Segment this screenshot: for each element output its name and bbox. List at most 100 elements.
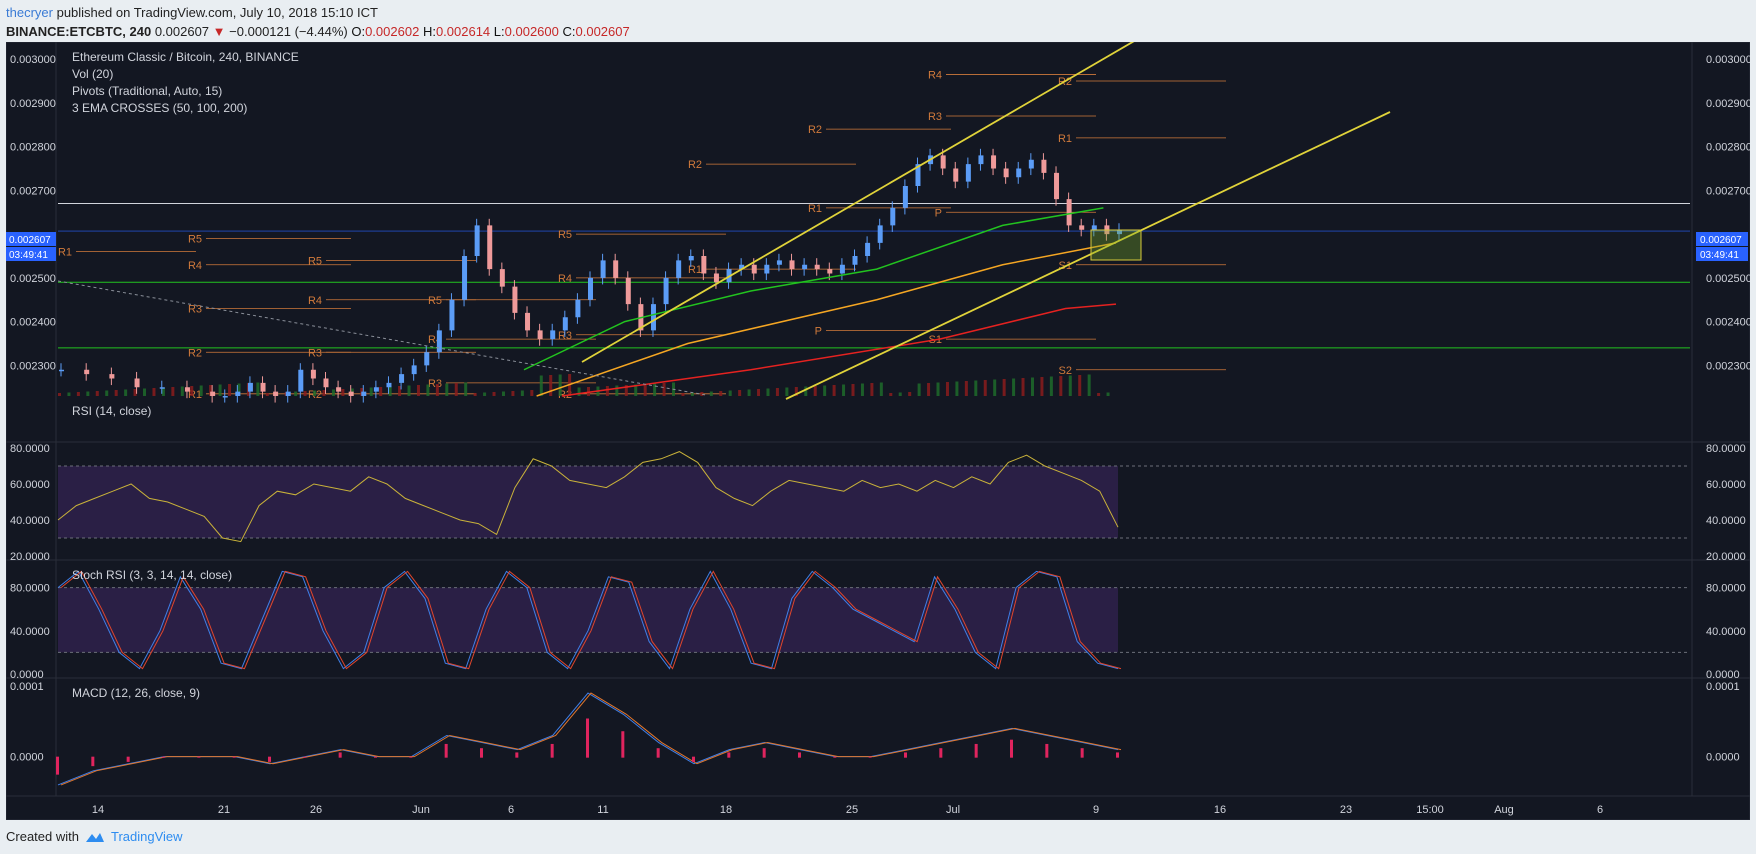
indicator-axis-label-right: 80.0000	[1706, 443, 1746, 455]
candle-body	[965, 164, 971, 182]
countdown-left: 03:49:41	[9, 250, 48, 261]
macd-histogram-bar	[232, 756, 236, 758]
stoch-rsi-pane[interactable]: 80.0000 80.0000 40.0000 40.0000 0.0000 0.0000	[10, 570, 1746, 681]
candle-body	[650, 304, 656, 331]
volume-bar	[558, 374, 562, 396]
candle-body	[1066, 199, 1072, 226]
candle-body	[436, 330, 442, 353]
volume-bar	[105, 390, 109, 396]
candle-body	[361, 391, 367, 396]
volume-bar	[974, 380, 978, 396]
candle-body	[839, 264, 845, 274]
macd-histogram-bar	[1045, 743, 1049, 758]
price-axis-label-right: 0.002700	[1706, 185, 1750, 197]
volume-bar	[190, 386, 194, 396]
pivot-level-label: R1	[808, 203, 822, 215]
volume-bar	[114, 390, 118, 396]
dotted-trend-line	[57, 280, 707, 396]
volume-bar	[945, 382, 949, 396]
time-axis-label: 21	[218, 804, 230, 816]
candle-body	[865, 242, 871, 256]
time-axis-label: Aug	[1494, 804, 1514, 816]
volume-bar	[511, 391, 515, 396]
indicator-axis-label-right: 40.0000	[1706, 515, 1746, 527]
created-with: Created with	[6, 829, 79, 844]
volume-bar	[785, 387, 789, 396]
candle-body	[260, 382, 266, 392]
volume-bar	[681, 393, 685, 396]
volume-bar	[823, 385, 827, 396]
tradingview-link[interactable]: TradingView	[110, 829, 183, 844]
volume-bar	[67, 392, 71, 396]
countdown-right: 03:49:41	[1700, 250, 1739, 261]
macd-pane[interactable]: 0.0001 0.0001 0.0000 0.0000	[10, 681, 1740, 786]
volume-bar	[1068, 375, 1072, 396]
close-value: 0.002607	[575, 24, 630, 39]
time-axis-label: Jun	[412, 804, 430, 816]
candle-body	[713, 273, 719, 283]
candle-body	[550, 330, 556, 340]
time-axis-label: 6	[508, 804, 514, 816]
candle-body	[789, 260, 795, 270]
pivot-level-label: R1	[1058, 133, 1072, 145]
countdown-tag-left	[6, 247, 56, 261]
time-axis-label: 25	[846, 804, 858, 816]
indicator-axis-label-right: 0.0000	[1706, 669, 1740, 681]
volume-bar	[757, 389, 761, 396]
volume-bar	[738, 390, 742, 396]
rsi-pane[interactable]: 80.0000 80.0000 60.0000 60.0000 40.0000 40.00…	[10, 443, 1746, 563]
pivot-level-label: R3	[188, 304, 202, 316]
target-zone-box	[1090, 229, 1142, 261]
time-axis-label: 9	[1093, 804, 1099, 816]
volume-bar	[851, 384, 855, 396]
candle-body	[739, 264, 745, 270]
pivot-level-label: S2	[1059, 365, 1072, 377]
candle-body	[59, 369, 64, 372]
macd-histogram-bar	[656, 748, 660, 758]
volume-bar	[1078, 375, 1082, 396]
volume-bar	[501, 391, 505, 396]
macd-histogram-bar	[56, 756, 59, 775]
candle-body	[1079, 225, 1085, 230]
candle-body	[575, 299, 581, 318]
volume-bar	[171, 387, 175, 396]
candle-body	[764, 264, 770, 274]
macd-histogram-bar	[303, 756, 307, 758]
volume-bar	[804, 386, 808, 396]
candle-body	[953, 168, 959, 182]
price-pane[interactable]: R4R2R3R2R1R2R1PR5R5R1R5R4R1R4R5R4R3PR3S1…	[10, 42, 1750, 403]
indicator-line	[57, 451, 1119, 543]
price-axis-label-right: 0.002900	[1706, 98, 1750, 110]
chart-area[interactable]: R4R2R3R2R1R2R1PR5R5R1R5R4R1R4R5R4R3PR3S1…	[6, 42, 1750, 820]
volume-bar	[256, 382, 260, 396]
candle-body	[1091, 225, 1097, 230]
candle-body	[915, 164, 921, 186]
candle-body	[525, 312, 531, 331]
macd-histogram-bar	[550, 743, 554, 758]
author-link[interactable]: thecryer	[6, 5, 53, 20]
volume-bar	[530, 390, 534, 396]
symbol-line: BINANCE:ETCBTC, 240 0.002607 ▼ −0.000121…	[6, 22, 630, 41]
volume-bar	[294, 391, 298, 396]
volume-bar	[1087, 374, 1091, 396]
high-value: 0.002614	[435, 24, 491, 39]
candle-body	[537, 330, 543, 340]
volume-bar	[76, 392, 80, 396]
pivot-level-label: R5	[308, 255, 322, 267]
volume-bar	[95, 391, 99, 396]
time-axis-label: 15:00	[1416, 804, 1444, 816]
price-tag-right-value: 0.002607	[1700, 235, 1742, 246]
candle-body	[877, 225, 883, 243]
volume-bar	[416, 385, 420, 396]
volume-bar	[520, 390, 524, 396]
time-axis-label: 18	[720, 804, 732, 816]
indicator-axis-label-left: 20.0000	[10, 551, 50, 563]
macd-histogram-bar	[480, 748, 483, 758]
indicator-axis-label-left: 40.0000	[10, 515, 50, 527]
volume-bar	[303, 391, 307, 396]
volume-bar	[955, 381, 959, 396]
ema-line-100	[536, 242, 1117, 397]
volume-bar	[615, 385, 619, 396]
close-label: C:	[562, 24, 576, 39]
price-axis-label-right: 0.002300	[1706, 360, 1750, 372]
